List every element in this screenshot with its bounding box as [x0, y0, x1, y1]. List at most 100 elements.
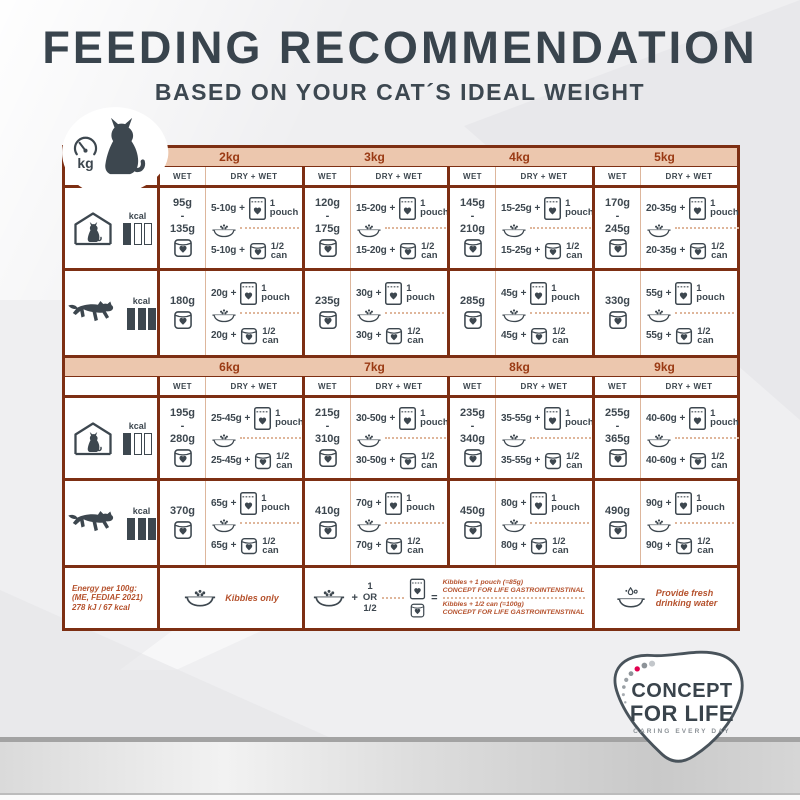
can-icon [462, 519, 484, 541]
unit-word: can [262, 544, 279, 556]
dry-amount: 45g [501, 330, 518, 341]
plus-sign: + [665, 540, 672, 551]
unit-qty: 1 [565, 198, 571, 209]
can-icon [317, 309, 339, 331]
water-label-line: drinking water [655, 598, 718, 608]
weight-label: 7kg [364, 360, 385, 374]
pouch-icon [253, 406, 272, 431]
plus-sign: + [520, 287, 527, 299]
pouch-icon [398, 406, 417, 431]
wet-amount: 145g [459, 196, 486, 209]
wet-header-label: WET [318, 171, 337, 181]
subheader-group: WET DRY + WET [302, 377, 447, 395]
unit-word: pouch [565, 417, 594, 428]
legend-pouch-product: CONCEPT FOR LIFE GASTROINTENSTINAL [442, 587, 585, 594]
unit-label: 1/2 can [552, 326, 568, 345]
pouch-icon [384, 281, 403, 306]
bowl-separator [356, 433, 449, 449]
unit-qty: 1 [551, 283, 557, 294]
unit-word: can [421, 459, 438, 471]
wet-column-header: WET [595, 377, 640, 395]
plus-sign: + [389, 245, 396, 256]
unit-label: 1 pouch [420, 409, 449, 428]
can-icon [384, 536, 404, 556]
can-icon [398, 451, 418, 471]
bowl-separator [356, 223, 449, 239]
row-label-active-cat: kcal [65, 271, 157, 355]
dry-wet-line: 15-25g +1 pouch [501, 196, 594, 221]
dry-amount: 20g [211, 330, 228, 341]
unit-word: pouch [696, 292, 725, 303]
subheader-group: WET DRY + WET [447, 167, 592, 185]
pouch-icon [529, 491, 548, 516]
wet-amount: 180g [169, 294, 196, 307]
dry-wet-cell: 45g +1 pouch 45g +1/2 can [495, 271, 592, 355]
plus-sign: + [230, 287, 237, 299]
unit-word: can [697, 544, 714, 556]
unit-qty: 1/2 [262, 535, 276, 547]
can-icon [409, 602, 426, 619]
wet-header-label: WET [608, 381, 627, 391]
bowl-separator [211, 308, 299, 324]
unit-word: can [566, 249, 583, 261]
kibble-bowl-icon [646, 223, 672, 239]
dry-amount: 70g [356, 497, 373, 509]
legend-can-product: CONCEPT FOR LIFE GASTROINTENSTINAL [442, 609, 585, 616]
wet-amount: 245g [604, 222, 631, 235]
feeding-row-indoor-cat: kcal 95g -135g 5-10g +1 pouch 5-10g +1/2 can 120g… [65, 188, 739, 268]
weight-label: 3kg [364, 150, 385, 164]
bowl-separator [646, 223, 739, 239]
unit-word: can [407, 544, 424, 556]
wet-amount: 285g [459, 294, 486, 307]
kcal-bar [144, 223, 152, 245]
dry-wet-line: 20-35g +1/2 can [646, 241, 739, 261]
unit-qty: 1/2 [407, 535, 421, 547]
unit-qty: 1 [269, 198, 276, 209]
wet-column-header: WET [160, 377, 205, 395]
can-icon [674, 536, 694, 556]
kcal-bar [123, 223, 131, 245]
unit-qty: 1 [696, 283, 702, 294]
kcal-bars [123, 433, 152, 455]
dry-wet-cell: 5-10g +1 pouch 5-10g +1/2 can [205, 188, 302, 268]
dry-amount: 40-60g [646, 455, 677, 466]
dry-wet-line: 15-25g +1/2 can [501, 241, 594, 261]
wet-amount-cell: 235g [305, 271, 350, 355]
wet-amount: 490g [604, 504, 631, 517]
plus-sign: + [389, 412, 396, 424]
kibble-bowl-icon [356, 223, 382, 239]
unit-word: pouch [420, 417, 449, 428]
legend-one: 1 [367, 581, 373, 592]
unit-qty: 1 [710, 198, 716, 209]
dotted-leader [530, 227, 594, 229]
kcal-meter: kcal [127, 296, 156, 330]
plus-sign: + [534, 455, 541, 466]
bowl-separator [211, 433, 304, 449]
kibble-bowl-icon [356, 433, 382, 449]
energy-line: (ME, FEDIAF 2021) [72, 593, 143, 603]
feeding-cell: 255g -365g 40-60g +1 pouch 40-60g +1/2 can [592, 398, 739, 478]
wet-amount: 195g [169, 406, 196, 419]
weight-label: 9kg [654, 360, 675, 374]
dry-amount: 35-55g [501, 412, 532, 424]
plus-sign: + [679, 202, 686, 214]
dry-wet-line: 40-60g +1 pouch [646, 406, 739, 431]
weight-label: 4kg [509, 150, 530, 164]
plus-sign: + [534, 245, 541, 256]
can-icon [462, 447, 484, 469]
dotted-leader [675, 312, 734, 314]
weight-section-6-9kg: 6kg 7kg 8kg 9kg WET DRY + WET WET DRY + WET WET D… [65, 355, 739, 565]
plus-sign: + [239, 202, 245, 214]
can-icon [607, 519, 629, 541]
plus-sign: + [389, 455, 396, 466]
plus-sign: + [520, 330, 527, 341]
kibble-bowl-icon [646, 518, 672, 534]
can-icon [172, 519, 194, 541]
feeding-row-indoor-cat: kcal 195g -280g 25-45g +1 pouch 25-45g +1/2 can 2… [65, 398, 739, 478]
unit-qty: 1/2 [711, 240, 725, 252]
kcal-label: kcal [132, 506, 151, 516]
dry-amount: 15-25g [501, 245, 532, 256]
dry-wet-line: 5-10g +1/2 can [211, 241, 299, 261]
pouch-icon [674, 281, 693, 306]
plus-sign: + [665, 497, 672, 509]
